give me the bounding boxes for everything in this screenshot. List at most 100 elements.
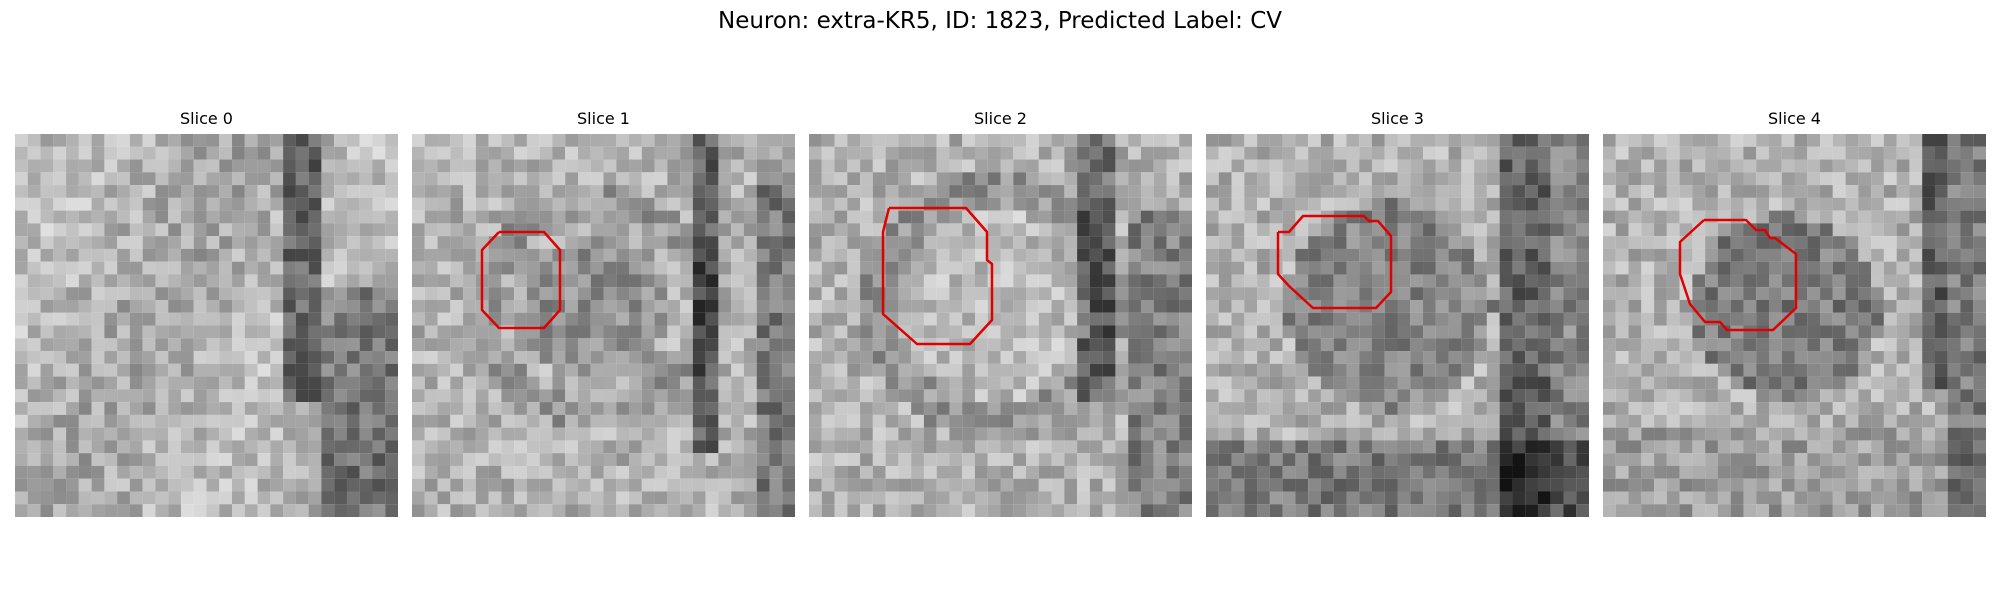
- image-pixel: [1295, 427, 1309, 441]
- image-pixel: [1525, 504, 1538, 517]
- image-pixel: [1038, 312, 1052, 326]
- image-pixel: [104, 146, 118, 160]
- image-pixel: [629, 351, 642, 364]
- image-pixel: [603, 402, 617, 415]
- image-pixel: [1038, 223, 1052, 237]
- image-pixel: [1896, 427, 1910, 441]
- image-pixel: [552, 504, 566, 517]
- image-pixel: [475, 159, 489, 173]
- image-pixel: [1537, 134, 1551, 147]
- image-pixel: [1973, 299, 1986, 313]
- image-pixel: [1397, 223, 1411, 237]
- image-pixel: [539, 402, 553, 415]
- image-pixel: [1603, 197, 1616, 211]
- image-pixel: [270, 287, 284, 301]
- image-pixel: [872, 134, 886, 147]
- image-pixel: [334, 274, 347, 288]
- image-pixel: [1244, 465, 1258, 479]
- image-pixel: [590, 351, 604, 364]
- image-pixel: [91, 478, 105, 492]
- image-pixel: [974, 261, 988, 275]
- image-pixel: [885, 427, 899, 441]
- image-pixel: [1499, 172, 1513, 186]
- image-pixel: [155, 440, 169, 454]
- image-pixel: [1756, 146, 1770, 160]
- image-pixel: [1781, 478, 1795, 492]
- image-pixel: [15, 325, 28, 339]
- image-pixel: [756, 287, 770, 301]
- image-pixel: [1295, 287, 1309, 301]
- image-pixel: [346, 363, 360, 377]
- image-pixel: [1705, 210, 1718, 224]
- image-pixel: [1705, 351, 1718, 364]
- image-pixel: [1320, 274, 1334, 288]
- image-pixel: [898, 338, 912, 352]
- image-pixel: [1423, 363, 1436, 377]
- image-pixel: [1781, 376, 1795, 390]
- image-pixel: [923, 504, 937, 517]
- image-pixel: [616, 402, 630, 415]
- image-pixel: [180, 376, 194, 390]
- image-pixel: [1295, 223, 1309, 237]
- image-pixel: [1371, 172, 1385, 186]
- image-pixel: [1423, 299, 1436, 313]
- image-pixel: [1371, 312, 1385, 326]
- image-pixel: [987, 414, 1001, 428]
- image-pixel: [1166, 504, 1180, 517]
- image-pixel: [1717, 159, 1731, 173]
- image-pixel: [1705, 299, 1718, 313]
- image-pixel: [475, 351, 489, 364]
- image-pixel: [1333, 478, 1347, 492]
- image-pixel: [1077, 427, 1090, 441]
- image-pixel: [987, 363, 1001, 377]
- image-pixel: [372, 363, 386, 377]
- image-pixel: [834, 389, 848, 403]
- image-pixel: [743, 312, 757, 326]
- image-pixel: [526, 287, 540, 301]
- image-pixel: [1603, 248, 1616, 262]
- image-pixel: [1692, 363, 1706, 377]
- image-pixel: [1257, 351, 1270, 364]
- image-pixel: [1153, 223, 1167, 237]
- image-pixel: [1320, 363, 1334, 377]
- image-pixel: [1384, 376, 1398, 390]
- image-pixel: [475, 223, 489, 237]
- image-pixel: [1781, 389, 1795, 403]
- image-pixel: [1654, 389, 1667, 403]
- image-pixel: [821, 414, 835, 428]
- image-pixel: [603, 465, 617, 479]
- image-pixel: [654, 453, 668, 466]
- image-pixel: [321, 172, 335, 186]
- image-pixel: [1845, 414, 1859, 428]
- image-pixel: [898, 363, 912, 377]
- image-pixel: [1909, 325, 1923, 339]
- image-pixel: [898, 414, 912, 428]
- image-pixel: [1628, 363, 1642, 377]
- image-pixel: [1218, 299, 1232, 313]
- image-pixel: [283, 478, 296, 492]
- image-pixel: [1257, 427, 1270, 441]
- image-pixel: [1179, 414, 1192, 428]
- image-pixel: [769, 465, 783, 479]
- image-pixel: [1115, 312, 1129, 326]
- image-pixel: [1206, 210, 1219, 224]
- image-pixel: [1282, 248, 1296, 262]
- image-pixel: [1730, 465, 1744, 479]
- image-pixel: [155, 414, 169, 428]
- image-pixel: [1474, 402, 1487, 415]
- image-pixel: [295, 376, 309, 390]
- image-pixel: [1550, 338, 1564, 352]
- image-pixel: [232, 389, 245, 403]
- image-pixel: [1960, 465, 1974, 479]
- image-pixel: [962, 274, 976, 288]
- image-pixel: [1768, 223, 1782, 237]
- image-pixel: [270, 185, 284, 198]
- image-pixel: [1603, 376, 1616, 390]
- image-pixel: [1359, 414, 1373, 428]
- image-pixel: [1615, 427, 1629, 441]
- image-pixel: [590, 185, 604, 198]
- image-pixel: [1934, 274, 1948, 288]
- image-pixel: [1308, 338, 1321, 352]
- image-pixel: [1499, 223, 1513, 237]
- image-pixel: [834, 478, 848, 492]
